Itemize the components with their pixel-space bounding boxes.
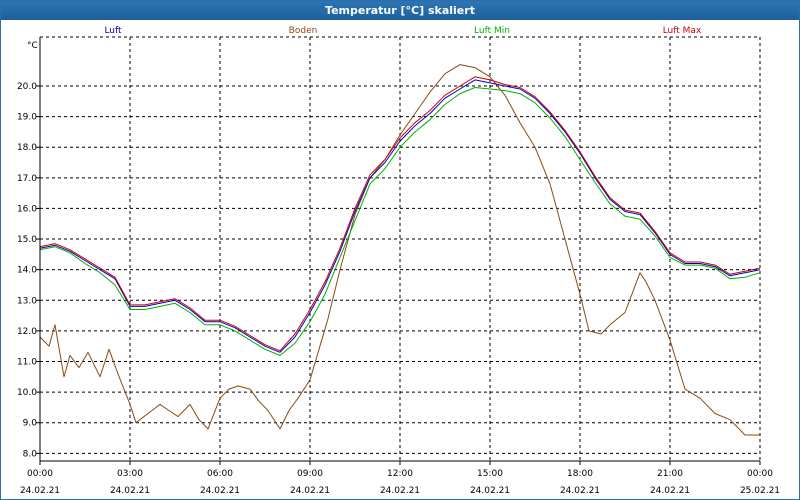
x-tick-time: 03:00 xyxy=(117,469,143,479)
y-tick-label: 11.0 xyxy=(17,358,37,368)
y-tick-label: 10.0 xyxy=(17,388,37,398)
y-tick-label: 12.0 xyxy=(17,327,37,337)
y-tick-label: 13.0 xyxy=(17,296,37,306)
x-tick-time: 15:00 xyxy=(477,469,503,479)
legend-item-boden: Boden xyxy=(289,26,318,36)
legend-item-luft: Luft xyxy=(104,26,122,36)
y-tick-label: 17.0 xyxy=(17,174,37,184)
x-tick-date: 24.02.21 xyxy=(650,486,690,496)
grid-lines xyxy=(39,36,761,461)
x-tick-date: 24.02.21 xyxy=(560,486,600,496)
series-lines xyxy=(39,64,761,436)
series-line-luft xyxy=(39,79,761,353)
legend: Luft Boden Luft Min Luft Max xyxy=(104,26,702,36)
x-tick-date: 24.02.21 xyxy=(290,486,330,496)
x-tick-date: 24.02.21 xyxy=(110,486,150,496)
y-tick-label: 8.0 xyxy=(23,449,38,459)
x-tick-time: 00:00 xyxy=(747,469,773,479)
series-line-luft-max xyxy=(39,76,761,352)
x-tick-date: 24.02.21 xyxy=(470,486,510,496)
x-tick-time: 00:00 xyxy=(27,469,53,479)
legend-item-luft-min: Luft Min xyxy=(474,26,510,36)
window-title: Temperatur [°C] skaliert xyxy=(1,1,799,20)
y-tick-label: 14.0 xyxy=(17,266,37,276)
x-tick-date: 24.02.21 xyxy=(20,486,60,496)
x-tick-time: 12:00 xyxy=(387,469,413,479)
x-tick-date: 24.02.21 xyxy=(380,486,420,496)
y-tick-label: 19.0 xyxy=(17,113,37,123)
x-tick-date: 25.02.21 xyxy=(740,486,780,496)
y-axis-label: °C xyxy=(27,41,38,51)
x-tick-date: 24.02.21 xyxy=(200,486,240,496)
axis-ticks: 8.0 9.0 10.0 11.0 12.0 13.0 14.0 15.0 16.0 17.0 18… xyxy=(17,82,780,496)
x-tick-time: 21:00 xyxy=(657,469,683,479)
y-tick-label: 15.0 xyxy=(17,235,37,245)
legend-item-luft-max: Luft Max xyxy=(663,26,702,36)
x-tick-time: 06:00 xyxy=(207,469,233,479)
x-tick-time: 18:00 xyxy=(567,469,593,479)
y-tick-label: 9.0 xyxy=(23,419,38,429)
y-tick-label: 18.0 xyxy=(17,143,37,153)
y-tick-label: 20.0 xyxy=(17,82,37,92)
series-line-luft-min xyxy=(39,87,761,356)
series-line-boden xyxy=(39,64,760,436)
y-tick-label: 16.0 xyxy=(17,204,37,214)
x-tick-time: 09:00 xyxy=(297,469,323,479)
